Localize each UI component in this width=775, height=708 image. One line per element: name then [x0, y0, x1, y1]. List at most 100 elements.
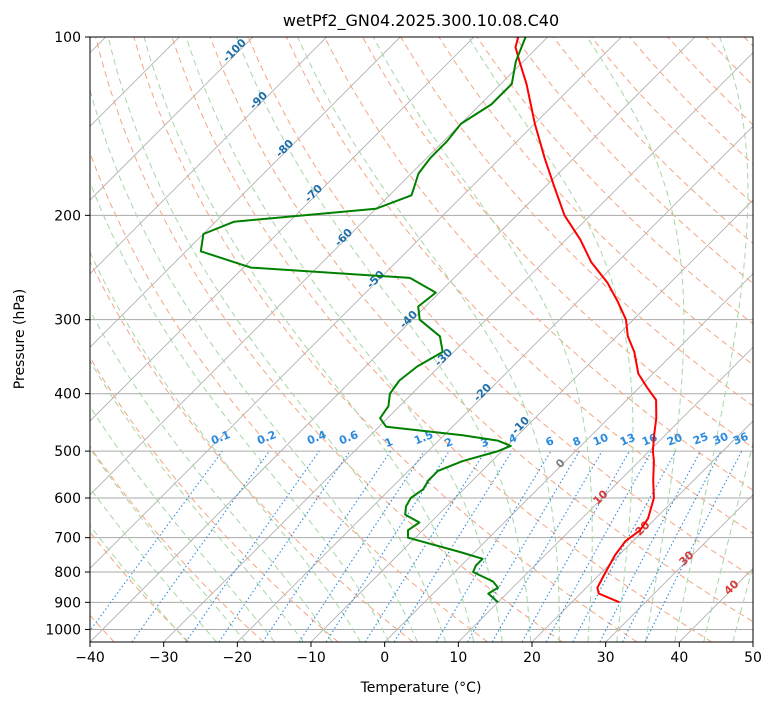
chart-title: wetPf2_GN04.2025.300.10.08.C40: [283, 11, 559, 31]
moist-adiabat-line: [586, 37, 685, 642]
dry-adiabat-label: -50: [364, 268, 387, 291]
moist-adiabat-line: [467, 37, 634, 642]
dry-adiabat-line: [705, 37, 753, 87]
moist-adiabat-line: [703, 441, 753, 642]
moist-adiabat-line: [90, 251, 362, 642]
mixing-ratio-label: 3: [479, 435, 491, 450]
moist-adiabat-line: [297, 37, 560, 642]
moist-adiabat-label: 40: [722, 577, 742, 597]
dry-adiabat-line: [95, 37, 563, 642]
dry-adiabat-line: [90, 260, 414, 642]
isotherm-line: [90, 37, 696, 642]
mixing-ratio-label: 0.4: [305, 428, 328, 447]
y-tick-label: 100: [54, 30, 81, 46]
moist-adiabat-line: [90, 360, 304, 642]
isotherm-line: [310, 199, 753, 642]
y-tick-label: 600: [54, 491, 81, 507]
dry-adiabat-line: [90, 445, 264, 642]
isotherm-line: [458, 346, 753, 642]
dry-adiabat-line: [476, 37, 753, 325]
mixing-ratio-line: [131, 450, 270, 642]
y-tick-label: 500: [54, 444, 81, 460]
moist-adiabat-line: [90, 405, 276, 642]
mixing-ratio-line: [435, 450, 552, 642]
mixing-ratio-label: 6: [544, 434, 556, 449]
isotherm-line: [90, 37, 622, 569]
y-tick-label: 1000: [45, 622, 81, 638]
y-tick-label: 900: [54, 595, 81, 611]
mixing-ratio-label: 25: [691, 430, 710, 448]
x-tick-label: −40: [75, 650, 105, 666]
dry-adiabat-label: -40: [397, 308, 420, 331]
isotherm-line: [163, 52, 753, 642]
dry-adiabat-label: -70: [302, 182, 325, 205]
x-tick-label: 0: [380, 650, 389, 666]
y-axis-ticks: 1000 900 800 700 600 500 400 300 200 100: [45, 30, 90, 638]
mixing-ratio-label: 1: [383, 435, 395, 450]
dry-adiabat-line: [552, 37, 753, 244]
mixing-ratio-label: 10: [591, 431, 610, 449]
dry-adiabat-label: -20: [471, 381, 494, 404]
x-tick-label: 30: [597, 650, 615, 666]
moist-adiabat-label: 20: [633, 518, 653, 538]
moist-adiabat-line: [107, 37, 447, 642]
mixing-ratio-label: 13: [618, 431, 637, 449]
mixing-ratio-label: 16: [640, 431, 659, 449]
x-tick-label: 20: [523, 650, 541, 666]
mixing-ratio-label: 2: [443, 435, 455, 450]
x-tick-label: 10: [449, 650, 467, 666]
isotherm-line: [531, 420, 753, 642]
moist-adiabat-line: [90, 524, 188, 642]
profile-series: [199, 37, 658, 604]
dry-adiabat-line: [90, 356, 339, 642]
grid-lines: [90, 37, 753, 642]
mixing-ratio-label: 0.1: [209, 428, 232, 447]
moist-adiabat-line: [90, 487, 217, 642]
mixing-ratio-line: [262, 450, 392, 642]
moist-adiabat-line: [90, 447, 247, 642]
mixing-ratio-label: 30: [711, 430, 730, 448]
mixing-ratio-label: 0.6: [337, 428, 360, 447]
dry-adiabat-line: [133, 37, 638, 642]
dry-adiabat-label: -100: [220, 36, 249, 65]
dry-adiabat-line: [209, 37, 753, 623]
moist-adiabat-label: 10: [591, 487, 611, 507]
auxiliary-line-labels: -100-90-80-70-60-50-40-30-20-10010203040…: [209, 36, 750, 598]
isotherm-line: [90, 37, 401, 348]
moist-adiabat-label: 0: [553, 456, 568, 471]
moist-adiabat-line: [372, 37, 593, 642]
x-tick-label: 50: [744, 650, 762, 666]
isotherm-line: [90, 37, 548, 496]
dry-adiabat-label: -90: [247, 89, 270, 112]
moist-adiabat-line: [732, 564, 753, 642]
isotherm-line: [90, 37, 327, 275]
y-axis-label: Pressure (hPa): [12, 289, 28, 389]
dry-adiabat-line: [171, 37, 712, 642]
moist-adiabat-line: [143, 37, 475, 642]
isotherm-line: [384, 273, 753, 642]
x-tick-label: −30: [149, 650, 179, 666]
mixing-ratio-line: [185, 450, 320, 642]
temperature-profile-line: [514, 37, 658, 604]
dry-adiabat-line: [514, 37, 753, 285]
isotherm-line: [90, 37, 475, 422]
mixing-ratio-label: 8: [571, 434, 583, 449]
mixing-ratio-label: 36: [731, 430, 750, 448]
mixing-ratio-line: [393, 450, 513, 642]
y-tick-label: 300: [54, 313, 81, 329]
mixing-ratio-line: [467, 450, 580, 642]
y-tick-label: 700: [54, 531, 81, 547]
y-tick-label: 200: [54, 208, 81, 224]
moist-adiabat-line: [90, 88, 418, 642]
dry-adiabat-line: [324, 37, 753, 491]
dewpoint-profile-line: [199, 37, 527, 604]
dry-adiabat-line: [90, 531, 190, 642]
isotherm-line: [90, 37, 254, 201]
dry-adiabat-line: [438, 37, 753, 366]
mixing-ratio-label: 20: [665, 431, 684, 449]
y-tick-label: 400: [54, 387, 81, 403]
dry-adiabat-line: [285, 37, 753, 534]
moist-adiabat-line: [236, 37, 532, 642]
mixing-ratio-line: [364, 450, 486, 642]
